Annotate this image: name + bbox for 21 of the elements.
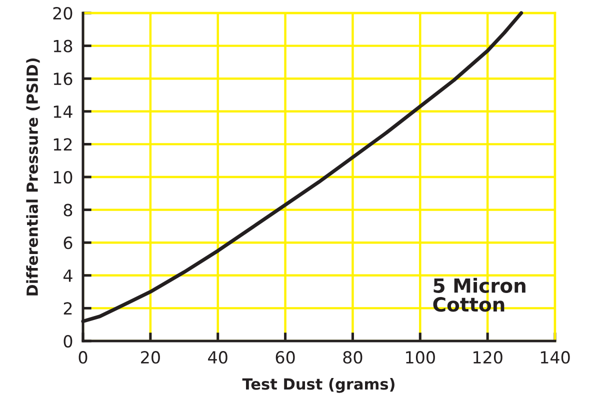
y-tick-label: 10 — [54, 170, 72, 184]
y-tick-label: 12 — [54, 138, 72, 151]
x-tick-label: 20 — [141, 351, 160, 364]
x-tick-label: 40 — [208, 351, 228, 364]
y-tick-label: 8 — [64, 204, 72, 216]
y-tick-label: 18 — [54, 40, 72, 52]
y-tick-label: 16 — [54, 72, 72, 86]
x-tick-label: 100 — [406, 351, 435, 364]
x-tick-label: 60 — [276, 351, 295, 364]
y-tick-label: 14 — [54, 106, 72, 118]
x-axis-title: Test Dust (grams) — [242, 378, 394, 393]
y-tick-label: 0 — [64, 334, 72, 348]
y-axis-title: Differential Pressure (PSID) — [26, 58, 40, 296]
y-tick-label: 4 — [63, 270, 72, 282]
x-tick-label: 120 — [473, 351, 502, 364]
x-tick-label: 140 — [540, 351, 570, 364]
x-tick-label: 80 — [343, 351, 362, 364]
y-tick-label: 6 — [64, 236, 72, 250]
y-tick-label: 2 — [64, 302, 72, 315]
y-tick-label: 20 — [53, 6, 72, 20]
x-tick-label: 0 — [78, 351, 88, 364]
